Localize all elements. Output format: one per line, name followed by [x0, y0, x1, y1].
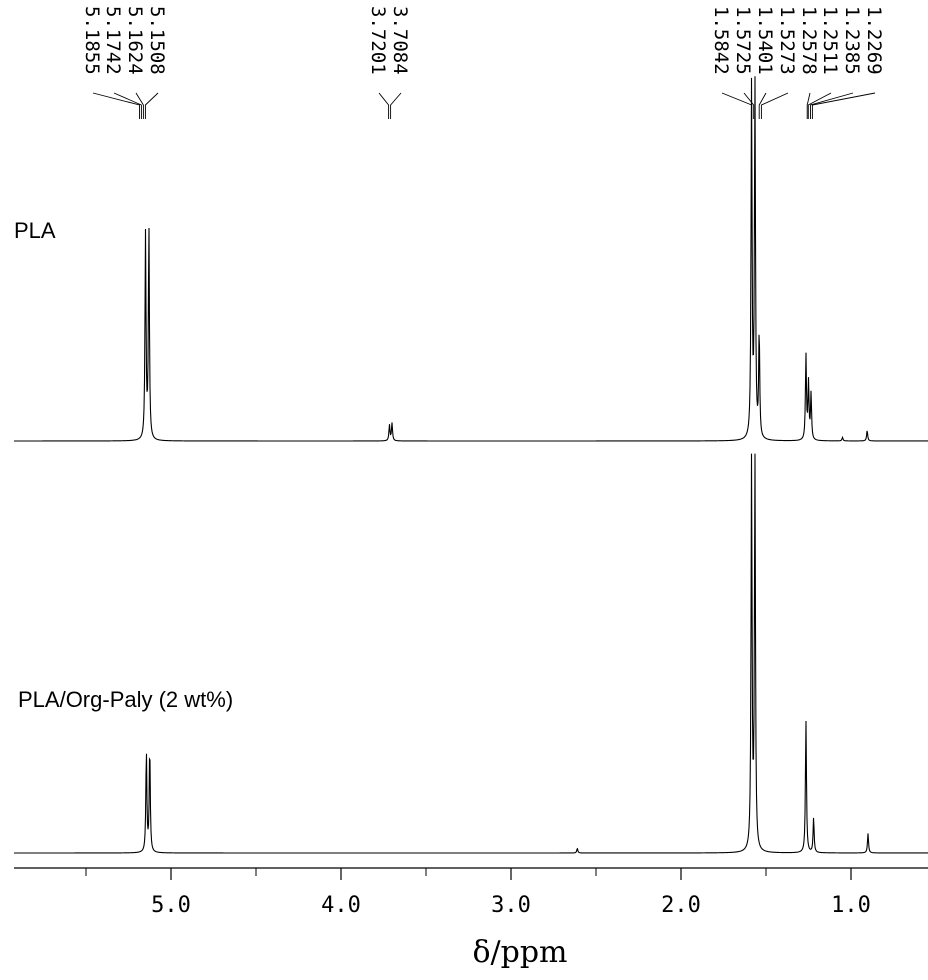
peak-leader-line [113, 92, 142, 119]
peak-label: 1.2578 [798, 6, 820, 75]
x-axis: 5.0 4.0 3.0 2.0 1.0 [14, 867, 928, 918]
peak-leader-line [135, 92, 144, 119]
peak-label-group: 5.1855 5.1742 5.1624 5.1508 3.7201 3.7084 1.58… [81, 6, 885, 119]
peak-leader-line [807, 92, 832, 119]
peak-leader-line [390, 92, 402, 119]
peak-label: 1.5401 [754, 6, 776, 75]
peak-label: 5.1624 [124, 6, 146, 75]
x-tick-label: 2.0 [661, 893, 701, 918]
peak-label: 5.1742 [102, 6, 124, 75]
peak-label: 1.2269 [863, 6, 885, 75]
peak-label: 3.7201 [367, 6, 389, 75]
x-tick-label: 1.0 [831, 893, 871, 918]
x-tick-label: 3.0 [491, 893, 531, 918]
peak-leader-line [760, 92, 789, 119]
peak-label: 1.2385 [841, 6, 863, 75]
peak-label: 3.7084 [389, 6, 411, 75]
spectrum-trace-2 [14, 453, 928, 854]
peak-label: 5.1508 [146, 6, 168, 75]
peak-label: 1.5725 [732, 6, 754, 75]
trace-group [14, 76, 928, 854]
peak-leader-line [144, 92, 159, 119]
x-tick-label: 5.0 [151, 893, 191, 918]
peak-leader-line [810, 92, 854, 119]
series-label-pla-org-paly: PLA/Org-Paly (2 wt%) [18, 687, 233, 712]
peak-label: 5.1855 [81, 6, 103, 75]
peak-label: 1.5273 [776, 6, 798, 75]
x-tick-label: 4.0 [321, 893, 361, 918]
peak-label: 1.5842 [710, 6, 732, 75]
peak-leader-line [806, 92, 811, 119]
peak-leader-line [743, 92, 755, 119]
peak-leader-line [811, 92, 876, 119]
series-label-pla: PLA [14, 218, 56, 243]
peak-leader-line [92, 92, 140, 119]
spectrum-trace-1 [14, 76, 928, 442]
x-axis-label: δ/ppm [472, 935, 567, 970]
peak-leader-line [378, 92, 390, 119]
peak-leader-line [758, 92, 767, 119]
peak-label: 1.2511 [819, 6, 841, 75]
